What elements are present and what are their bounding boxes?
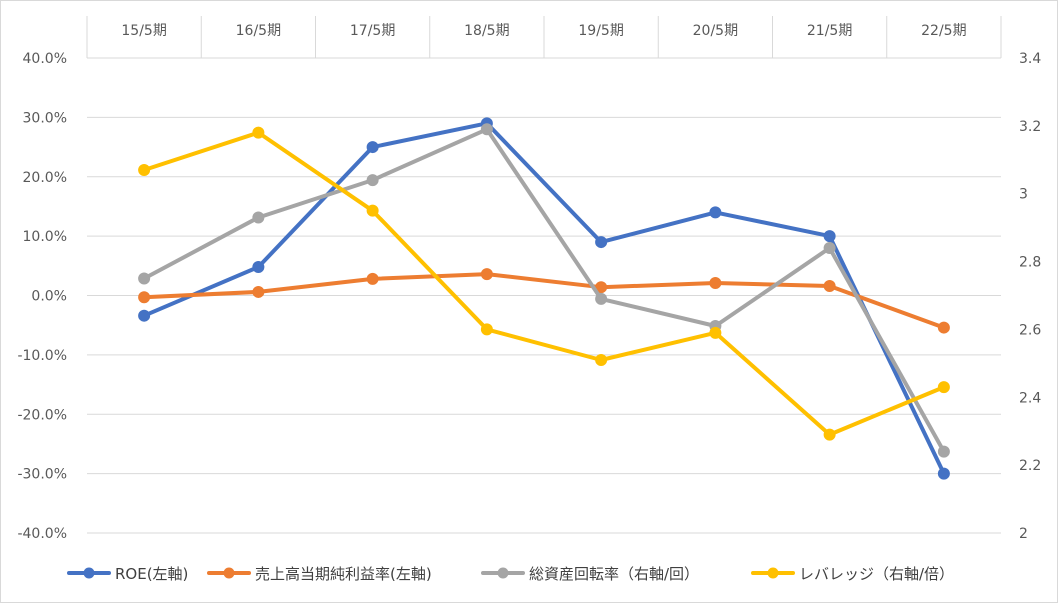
data-point (595, 292, 608, 305)
axes: 40.0% 30.0% 20.0% 10.0% 0.0% -10.0% -20.0% -30.… (17, 23, 1041, 542)
data-point (366, 204, 379, 217)
series-lines (138, 117, 950, 480)
data-point (480, 268, 493, 281)
legend-swatch-marker (83, 567, 95, 579)
data-point (709, 326, 722, 339)
series-0 (138, 117, 950, 480)
x-tick-label: 18/5期 (464, 23, 509, 39)
y-left-tick-label: 0.0% (31, 289, 67, 305)
y-left-tick-label: 20.0% (23, 170, 67, 186)
y-left-tick-label: 40.0% (23, 51, 67, 67)
data-point (366, 141, 379, 154)
x-tick-label: 16/5期 (236, 23, 281, 39)
y-right-tick-label: 2.8 (1019, 255, 1041, 271)
data-point (138, 272, 151, 285)
series-line (142, 127, 946, 454)
data-point (366, 174, 379, 187)
y-left-tick-label: -10.0% (17, 348, 67, 364)
y-left-tick-label: -40.0% (17, 526, 67, 542)
data-point (480, 323, 493, 336)
y-right-tick-label: 3.4 (1019, 51, 1041, 67)
legend-item: 総資産回転率（右軸/回） (481, 565, 699, 583)
y-left-tick-label: -30.0% (17, 467, 67, 483)
legend-item: 売上高当期純利益率(左軸) (207, 565, 432, 583)
data-point (595, 353, 608, 366)
series-3 (138, 126, 950, 441)
x-tick-label: 21/5期 (807, 23, 852, 39)
data-point (823, 280, 836, 292)
data-point (252, 126, 265, 139)
legend-label: レバレッジ（右軸/倍） (799, 565, 954, 583)
x-tick-label: 22/5期 (921, 23, 966, 39)
y-right-tick-label: 2.6 (1019, 322, 1041, 338)
data-point (252, 285, 265, 298)
legend-label: ROE(左軸) (115, 565, 188, 583)
data-point (937, 467, 950, 480)
legend-swatch-marker (223, 567, 235, 579)
y-right-tick-label: 2 (1019, 526, 1028, 542)
legend-item: ROE(左軸) (67, 565, 188, 583)
y-right-tick-label: 3.2 (1019, 119, 1041, 135)
data-point (937, 381, 950, 394)
data-point (595, 281, 608, 294)
legend-swatch-marker (497, 567, 509, 579)
grid (86, 16, 1002, 534)
legend: ROE(左軸) 売上高当期純利益率(左軸) 総資産回転率（右軸/回） レバレッジ（右軸… (67, 565, 954, 583)
data-point (252, 211, 265, 224)
data-point (823, 230, 836, 243)
legend-item: レバレッジ（右軸/倍） (751, 565, 954, 583)
series-2 (138, 123, 950, 458)
x-tick-label: 20/5期 (693, 23, 738, 39)
y-right-tick-label: 2.4 (1019, 390, 1041, 406)
data-point (709, 206, 722, 219)
data-point (595, 236, 608, 249)
data-point (138, 309, 151, 322)
series-line (142, 272, 946, 330)
data-point (138, 291, 151, 304)
y-left-tick-label: -20.0% (17, 407, 67, 423)
x-tick-label: 17/5期 (350, 23, 395, 39)
y-right-tick-label: 2.2 (1019, 458, 1041, 474)
x-tick-label: 19/5期 (578, 23, 623, 39)
data-point (480, 123, 493, 136)
data-point (937, 445, 950, 458)
data-point (252, 261, 265, 273)
y-right-tick-label: 3 (1019, 187, 1028, 203)
data-point (937, 321, 950, 334)
y-left-tick-label: 10.0% (23, 229, 67, 245)
y-left-tick-label: 30.0% (23, 110, 67, 126)
series-1 (138, 268, 950, 334)
legend-label: 売上高当期純利益率(左軸) (255, 565, 432, 583)
data-point (823, 242, 836, 254)
legend-swatch-marker (767, 567, 779, 579)
data-point (366, 272, 379, 285)
data-point (138, 163, 151, 176)
series-line (142, 121, 946, 476)
data-point (823, 428, 836, 441)
series-line (142, 130, 946, 437)
legend-label: 総資産回転率（右軸/回） (529, 565, 699, 583)
data-point (709, 277, 722, 290)
x-tick-label: 15/5期 (121, 23, 166, 39)
